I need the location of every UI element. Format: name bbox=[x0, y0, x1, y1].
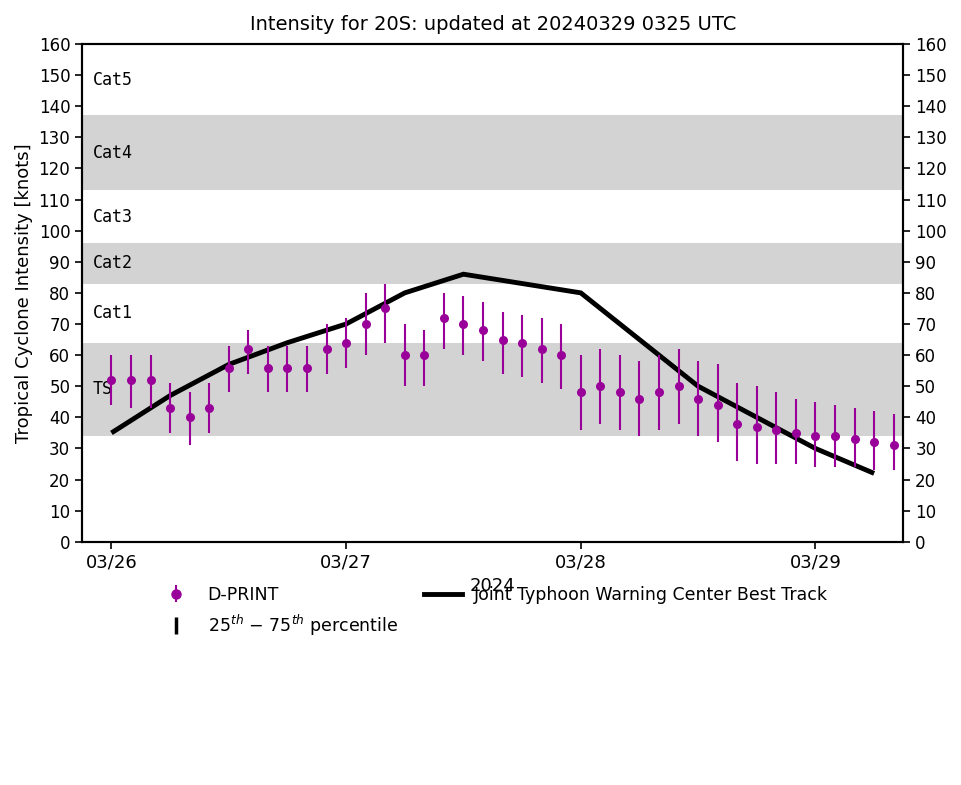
Bar bbox=[82, 190, 902, 243]
Bar bbox=[82, 115, 902, 190]
Y-axis label: Tropical Cyclone Intensity [knots]: Tropical Cyclone Intensity [knots] bbox=[15, 143, 33, 443]
Text: Cat1: Cat1 bbox=[92, 304, 133, 322]
Text: Cat3: Cat3 bbox=[92, 207, 133, 225]
Bar bbox=[82, 436, 902, 542]
Title: Intensity for 20S: updated at 20240329 0325 UTC: Intensity for 20S: updated at 20240329 0… bbox=[249, 15, 735, 34]
X-axis label: 2024: 2024 bbox=[469, 577, 515, 595]
Bar bbox=[82, 44, 902, 115]
Text: Cat5: Cat5 bbox=[92, 71, 133, 89]
Bar bbox=[82, 243, 902, 283]
Text: Cat2: Cat2 bbox=[92, 254, 133, 272]
Bar bbox=[82, 283, 902, 343]
Legend: D-PRINT, 25$^{th}$ $-$ 75$^{th}$ percentile, Joint Typhoon Warning Center Best T: D-PRINT, 25$^{th}$ $-$ 75$^{th}$ percent… bbox=[158, 586, 827, 637]
Text: TS: TS bbox=[92, 381, 112, 398]
Bar bbox=[82, 343, 902, 436]
Text: Cat4: Cat4 bbox=[92, 144, 133, 162]
